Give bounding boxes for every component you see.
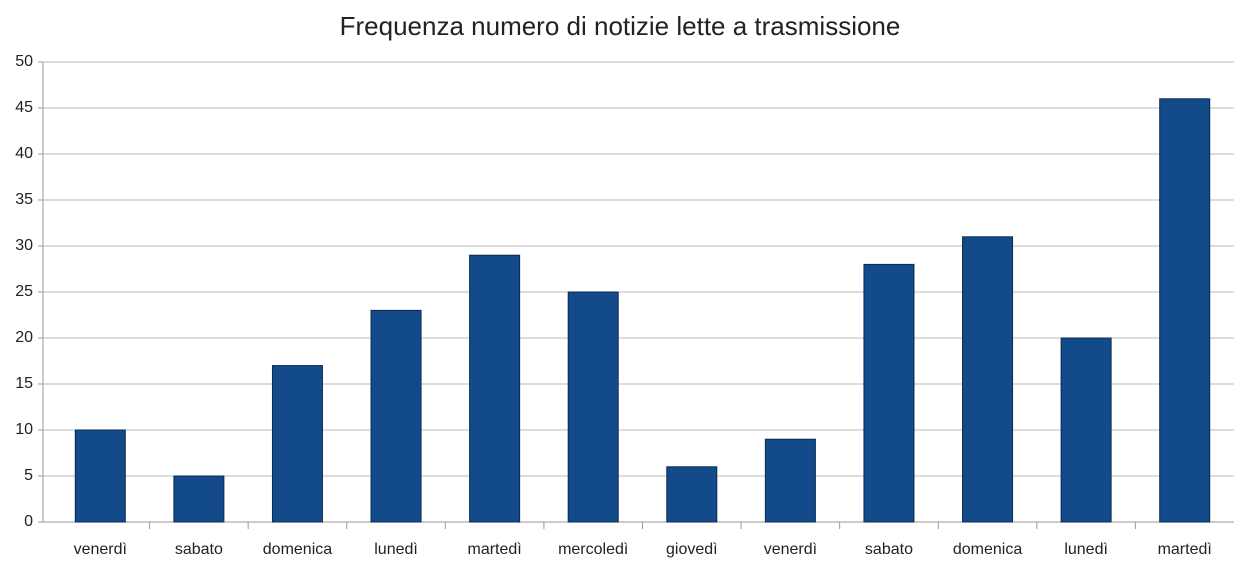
bar: [666, 466, 718, 523]
y-tick-label: 30: [15, 237, 33, 254]
y-tick-label: 35: [15, 191, 33, 208]
y-tick-label: 20: [15, 329, 33, 346]
y-tick-label: 50: [15, 53, 33, 70]
x-tick-label: venerdì: [764, 541, 817, 558]
x-tick-label: lunedì: [1064, 541, 1108, 558]
x-tick-label: domenica: [263, 541, 332, 558]
bar: [764, 438, 816, 523]
x-tick-label: venerdì: [74, 541, 127, 558]
x-tick-label: lunedì: [374, 541, 418, 558]
x-tick-label: sabato: [865, 541, 913, 558]
y-tick-label: 10: [15, 421, 33, 438]
x-tick-label: mercoledì: [558, 541, 628, 558]
y-tick-label: 0: [24, 513, 33, 530]
x-tick-label: domenica: [953, 541, 1022, 558]
bar: [271, 365, 323, 523]
x-tick-label: martedì: [1158, 541, 1212, 558]
y-tick-label: 5: [24, 467, 33, 484]
chart-title: Frequenza numero di notizie lette a tras…: [340, 11, 901, 41]
bar: [962, 236, 1014, 523]
bar: [74, 429, 126, 523]
bar: [567, 291, 619, 523]
bar: [370, 309, 422, 523]
bar: [1159, 98, 1211, 523]
bar: [863, 263, 915, 523]
y-tick-label: 25: [15, 283, 33, 300]
bar: [1060, 337, 1112, 523]
x-tick-label: martedì: [468, 541, 522, 558]
y-tick-label: 45: [15, 99, 33, 116]
bar: [173, 475, 225, 523]
x-tick-label: giovedì: [666, 541, 718, 558]
x-tick-label: sabato: [175, 541, 223, 558]
bar: [469, 254, 521, 523]
y-tick-label: 15: [15, 375, 33, 392]
y-tick-label: 40: [15, 145, 33, 162]
